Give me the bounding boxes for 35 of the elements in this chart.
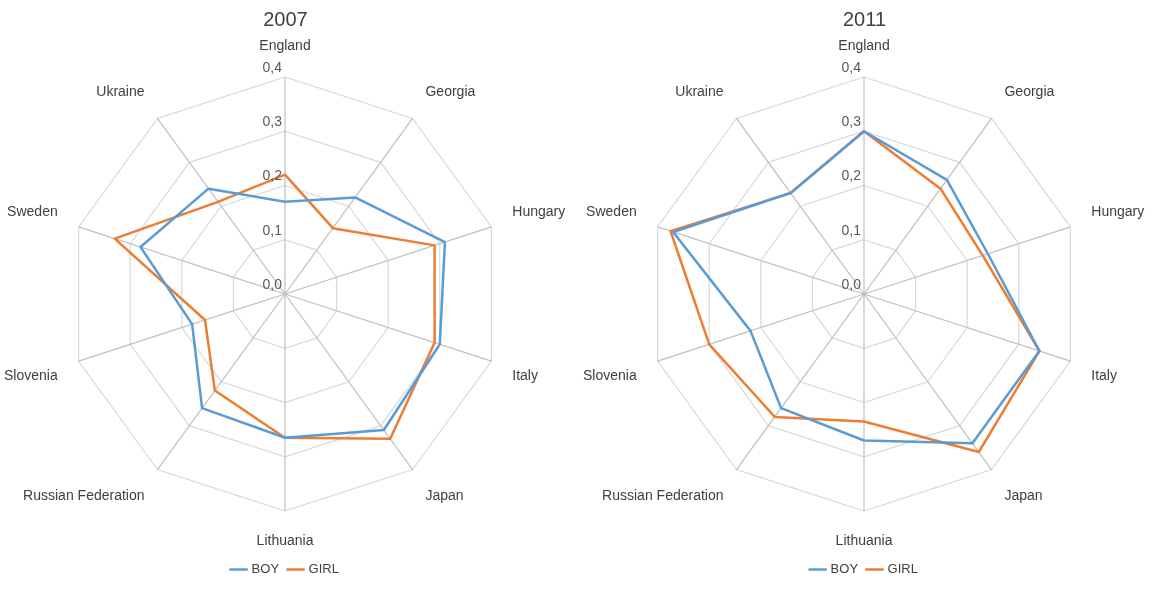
spoke-label: Sweden [7, 202, 58, 219]
y-tick-label: 0,1 [262, 221, 283, 238]
legend-label: GIRL [887, 561, 918, 577]
spoke-label: Hungary [1091, 202, 1145, 219]
spoke-label: Russian Federation [23, 486, 145, 503]
spoke-label: Georgia [1004, 83, 1055, 100]
spoke-label: Italy [1091, 367, 1117, 384]
chart-title: 2011 [842, 7, 887, 30]
spoke-label: Japan [1004, 486, 1043, 503]
y-tick-label: 0,2 [841, 167, 862, 184]
spoke-label: Russian Federation [602, 486, 724, 503]
y-tick-label: 0,0 [262, 275, 283, 292]
y-tick-label: 0,1 [841, 221, 862, 238]
y-tick-label: 0,4 [841, 58, 862, 75]
spoke-label: England [838, 37, 890, 54]
y-tick-label: 0,0 [841, 275, 862, 292]
spoke-label: Sweden [586, 202, 637, 219]
spoke-label: Hungary [512, 202, 566, 219]
legend-label: GIRL [308, 561, 339, 577]
spoke-label: Slovenia [4, 367, 58, 384]
spoke-label: Slovenia [583, 367, 637, 384]
chart-title: 2007 [263, 7, 308, 30]
spoke-label: Georgia [425, 83, 476, 100]
legend-label: BOY [830, 561, 859, 577]
legend-label: BOY [251, 561, 280, 577]
y-tick-label: 0,3 [262, 113, 283, 130]
spoke-label: England [259, 37, 311, 54]
spoke-label: Lithuania [256, 532, 314, 549]
spoke-label: Lithuania [835, 532, 893, 549]
spoke-label: Ukraine [675, 83, 724, 100]
spoke-label: Italy [512, 367, 538, 384]
y-tick-label: 0,3 [841, 113, 862, 130]
spoke-label: Ukraine [96, 83, 145, 100]
y-tick-label: 0,4 [262, 58, 283, 75]
spoke-label: Japan [425, 486, 464, 503]
